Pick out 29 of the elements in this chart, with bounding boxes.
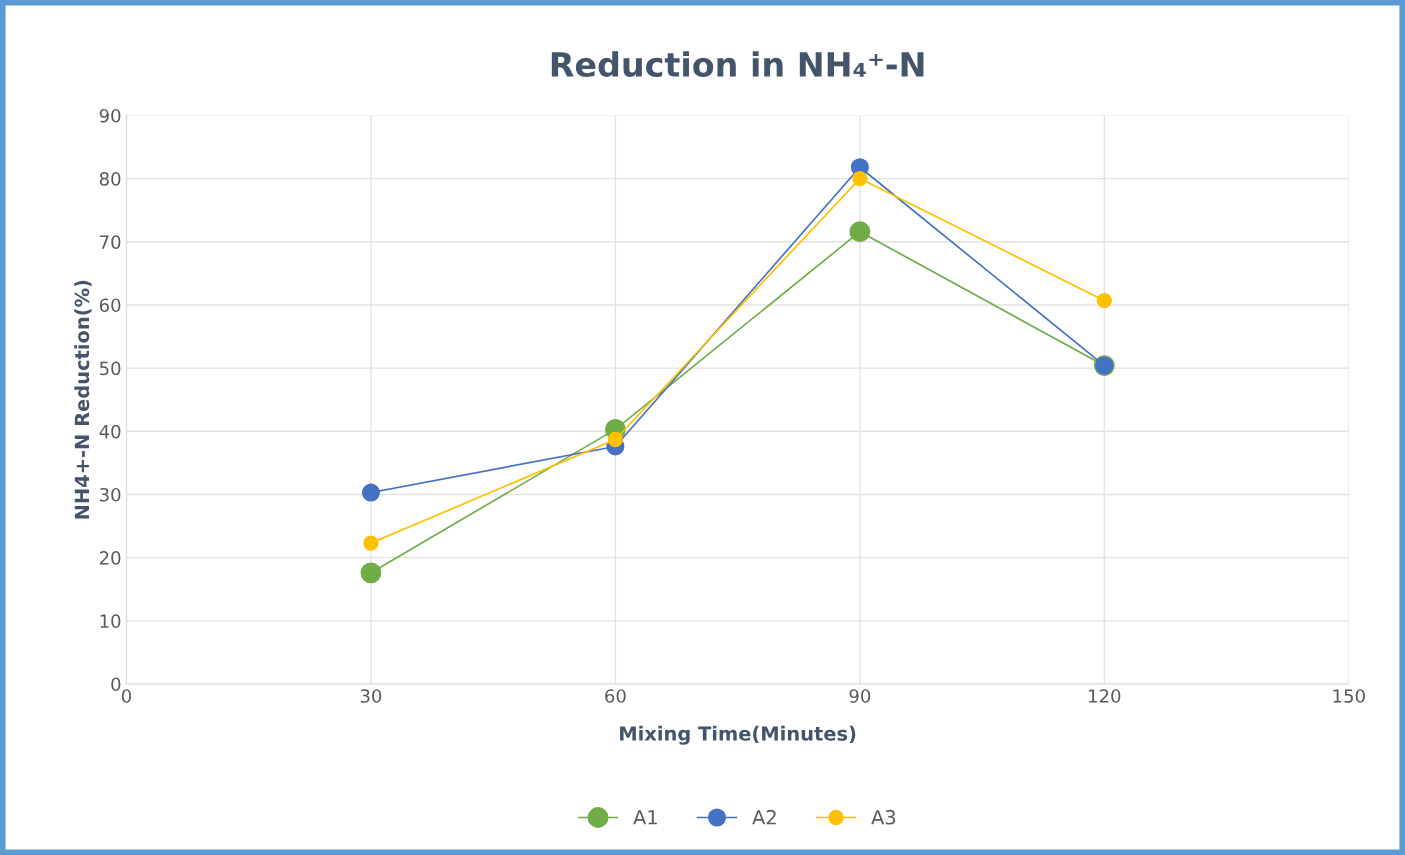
legend-label: A3 [871,809,896,825]
point [607,431,624,448]
y-tick-label: 40 [99,424,121,439]
y-tick-label: 60 [99,298,121,313]
y-tick-label: 10 [100,614,121,628]
y-tick-label: 80 [99,172,121,186]
x-tick-label: 60 [605,689,626,703]
y-tick-label: 0 [111,677,121,692]
x-tick-label: 30 [360,689,382,703]
y-tick-label: 30 [99,487,121,502]
chart-title: Reduction in NH₄⁺-N [551,51,924,78]
y-tick-label: 90 [99,108,121,123]
legend-label: A2 [752,809,776,825]
x-axis-title: Mixing Time(Minutes) [620,725,856,745]
y-axis-title: NH4+-N Reduction(%) [74,280,92,519]
x-tick-label: 0 [121,689,131,703]
x-tick-label: 90 [849,689,871,703]
y-tick-label: 20 [99,551,121,565]
point [360,562,382,584]
point [849,221,871,243]
point [852,170,868,187]
y-tick-label: 70 [100,235,121,249]
point [363,535,379,551]
legend-label: A1 [633,810,657,825]
y-tick-label: 50 [100,361,121,376]
point [361,483,380,502]
x-tick-label: 150 [1333,689,1365,703]
x-tick-label: 120 [1089,689,1121,703]
point [1096,292,1112,309]
